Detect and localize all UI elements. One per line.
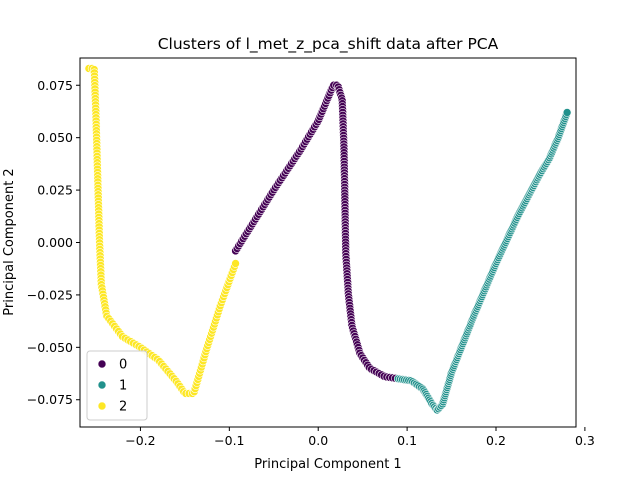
x-axis-label: Principal Component 1	[254, 457, 401, 472]
points-layer	[84, 64, 572, 415]
legend-marker-1	[97, 380, 107, 390]
x-tick-label: 0.0	[308, 433, 328, 448]
legend: 0 1 2	[86, 350, 148, 421]
x-tick-label: 0.2	[486, 433, 506, 448]
data-point-cluster-1	[562, 108, 572, 117]
y-tick-label: −0.025	[27, 287, 73, 302]
y-tick-label: 0.075	[37, 78, 73, 93]
x-axis: −0.2 −0.1 0.0 0.1 0.2 0.3	[125, 427, 595, 448]
x-tick-label: −0.2	[125, 433, 155, 448]
y-tick-label: −0.050	[27, 340, 73, 355]
x-tick-label: −0.1	[214, 433, 244, 448]
y-axis-label: Principal Component 2	[2, 168, 17, 315]
legend-label-1: 1	[119, 379, 127, 394]
y-tick-label: 0.050	[37, 130, 73, 145]
chart-title: Clusters of l_met_z_pca_shift data after…	[158, 35, 499, 54]
y-tick-label: −0.075	[27, 392, 73, 407]
legend-box	[86, 350, 148, 421]
x-tick-label: 0.1	[397, 433, 417, 448]
legend-marker-2	[97, 401, 107, 411]
legend-label-2: 2	[119, 400, 127, 415]
legend-label-0: 0	[119, 358, 127, 373]
x-tick-label: 0.3	[575, 433, 595, 448]
data-point-cluster-2	[231, 259, 240, 268]
y-tick-label: 0.025	[37, 183, 73, 198]
y-tick-label: 0.000	[37, 235, 73, 250]
y-axis: −0.075 −0.050 −0.025 0.000 0.025 0.050 0.075	[27, 78, 80, 407]
legend-marker-0	[97, 359, 107, 369]
